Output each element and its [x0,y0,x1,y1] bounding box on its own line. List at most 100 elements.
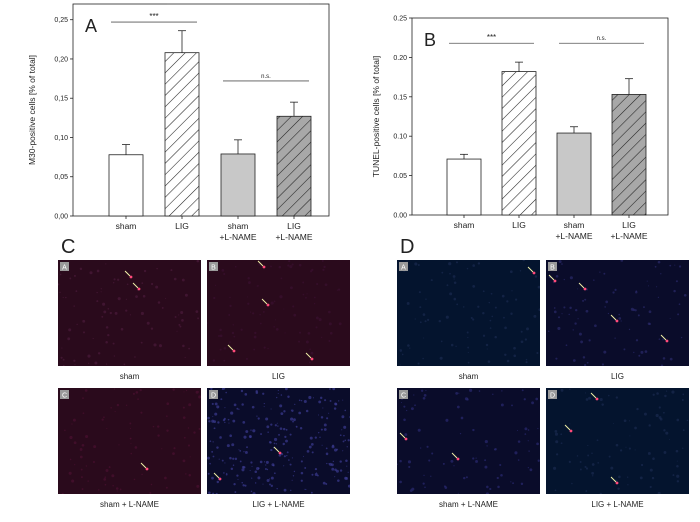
cell-nucleus [521,389,524,392]
positive-cell [665,339,669,343]
cell-nucleus [409,347,411,349]
cell-nucleus [329,388,331,390]
cell-nucleus [640,463,644,467]
cell-nucleus [535,397,539,401]
cell-nucleus [285,428,288,431]
cell-nucleus [457,492,459,494]
cell-nucleus [247,277,250,280]
cell-nucleus [490,292,493,295]
cell-nucleus [219,328,222,332]
cell-nucleus [536,352,539,355]
cell-nucleus [198,427,201,430]
cell-nucleus [179,325,182,328]
cell-nucleus [207,472,210,475]
cell-nucleus [430,475,432,477]
cell-nucleus [605,300,609,304]
cell-nucleus [293,313,297,317]
cell-nucleus [81,488,84,491]
cell-nucleus [184,356,186,359]
cell-nucleus [153,343,157,347]
sub-label-box [209,390,218,399]
cell-nucleus [346,446,348,448]
cell-nucleus [450,459,454,463]
cell-nucleus [221,388,224,390]
cell-nucleus [114,411,116,413]
cell-nucleus [270,301,274,305]
cell-nucleus [71,479,75,483]
cell-nucleus [275,327,279,331]
cell-nucleus [284,332,286,334]
significance-label: n.s. [261,74,271,80]
cell-nucleus [482,334,486,337]
cell-nucleus [284,388,288,391]
arrow-marker [124,270,131,277]
cell-nucleus [456,303,459,306]
caption-d-lig: LIG [611,372,624,381]
x-tick-label: +L-NAME [555,231,592,240]
cell-nucleus [100,291,102,293]
cell-nucleus [312,397,314,399]
cell-nucleus [494,335,497,339]
cell-nucleus [283,455,286,458]
cell-nucleus [309,270,313,273]
cell-nucleus [150,483,153,486]
cell-nucleus [585,490,588,492]
cell-nucleus [83,331,85,334]
cell-nucleus [344,439,347,442]
micrograph-background [58,388,201,494]
cell-nucleus [487,360,491,363]
cell-nucleus [104,483,107,486]
cell-nucleus [73,305,75,307]
cell-nucleus [591,452,593,454]
micrograph-d-c: C [397,388,540,494]
cell-nucleus [662,357,666,360]
cell-nucleus [92,460,95,464]
cell-nucleus [344,409,347,412]
cell-nucleus [554,430,558,433]
cell-nucleus [260,433,263,435]
cell-nucleus [241,468,245,472]
cell-nucleus [278,265,282,269]
cell-nucleus [504,353,507,357]
cell-nucleus [426,445,429,448]
cell-nucleus [269,441,272,444]
cell-nucleus [269,483,271,486]
cell-nucleus [263,461,266,463]
cell-nucleus [477,305,480,308]
cell-nucleus [263,402,265,405]
cell-nucleus [678,265,682,268]
cell-nucleus [308,395,312,400]
cell-nucleus [467,361,470,364]
arrow-marker [590,392,597,399]
cell-nucleus [594,324,597,328]
cell-nucleus [313,302,316,305]
cell-nucleus [599,271,601,273]
cell-nucleus [208,420,211,423]
cell-nucleus [227,418,230,421]
y-axis-label: M30-positive cells [% of total] [27,55,37,165]
cell-nucleus [322,407,324,409]
cell-nucleus [417,264,420,267]
caption-d-sham: sham [458,372,479,381]
cell-nucleus [277,392,279,395]
cell-nucleus [328,322,332,326]
cell-nucleus [196,260,200,263]
cell-nucleus [182,459,186,463]
cell-nucleus [107,307,110,310]
x-tick-label: LIG [287,221,301,231]
cell-nucleus [280,277,283,280]
cell-nucleus [82,412,85,415]
cell-nucleus [417,428,421,432]
cell-nucleus [152,425,155,428]
cell-nucleus [270,448,273,452]
cell-nucleus [108,466,111,469]
cell-nucleus [288,459,290,461]
significance-label: ** [235,0,241,3]
cell-nucleus [64,429,66,432]
cell-nucleus [338,322,342,326]
cell-nucleus [92,337,94,340]
cell-nucleus [674,264,676,266]
cell-nucleus [669,317,671,319]
micrograph-c-a: A [58,260,201,366]
cell-nucleus [636,407,639,411]
